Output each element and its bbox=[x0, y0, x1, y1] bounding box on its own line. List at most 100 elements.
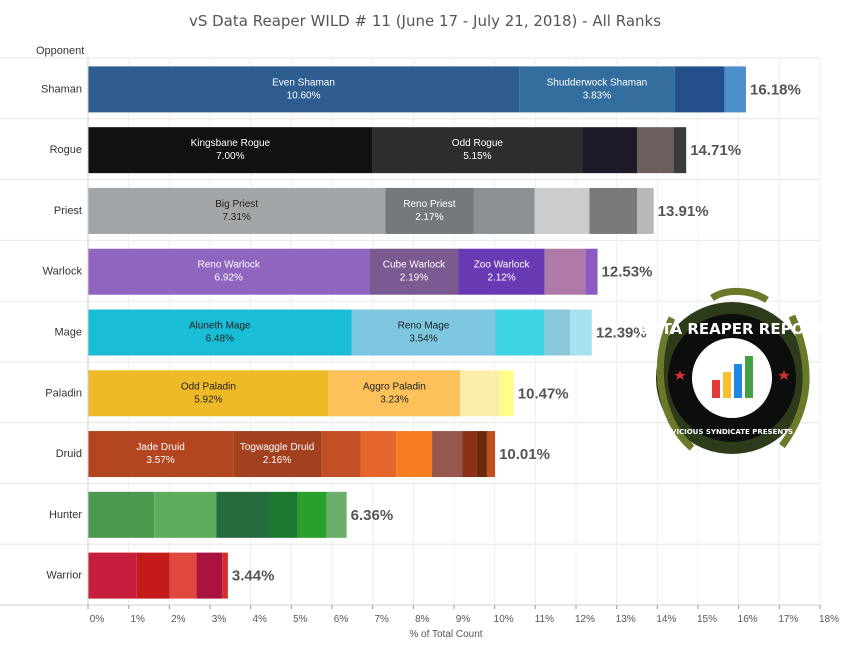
bar-segment bbox=[88, 552, 137, 599]
segment-value-label: 3.54% bbox=[409, 334, 437, 345]
segment-value-label: 5.15% bbox=[463, 151, 491, 162]
total-value-label: 16.18% bbox=[750, 81, 801, 98]
logo-star-right-icon bbox=[778, 370, 790, 380]
bar-segment bbox=[495, 309, 545, 356]
x-tick-label: 17% bbox=[778, 614, 798, 625]
total-value-label: 6.36% bbox=[351, 507, 394, 524]
category-label: Mage bbox=[54, 327, 82, 339]
category-label: Priest bbox=[54, 205, 82, 217]
logo-vines bbox=[656, 288, 810, 451]
segment-value-label: 3.23% bbox=[380, 394, 408, 405]
bar-segment bbox=[476, 431, 487, 478]
bar-segment bbox=[136, 552, 170, 599]
segment-value-label: 2.19% bbox=[400, 273, 428, 284]
bar-segment bbox=[88, 431, 234, 478]
bar-segment bbox=[637, 127, 674, 174]
segment-value-label: 6.92% bbox=[215, 273, 243, 284]
category-label: Rogue bbox=[50, 144, 82, 156]
segment-value-label: 6.48% bbox=[206, 334, 234, 345]
total-value-label: 13.91% bbox=[658, 203, 709, 220]
x-tick-label: 13% bbox=[616, 614, 636, 625]
x-axis-title: % of Total Count bbox=[409, 629, 482, 640]
bar-segment bbox=[88, 66, 520, 113]
x-tick-label: 6% bbox=[334, 614, 349, 625]
segment-name-label: Kingsbane Rogue bbox=[191, 138, 271, 149]
bar-segment bbox=[589, 187, 637, 234]
segment-name-label: Reno Mage bbox=[398, 321, 450, 332]
bar-segment bbox=[196, 552, 223, 599]
segment-name-label: Odd Rogue bbox=[452, 138, 504, 149]
segment-name-label: Big Priest bbox=[215, 199, 258, 210]
category-label: Warlock bbox=[43, 266, 83, 278]
bar-segment bbox=[328, 370, 461, 417]
bar-segment bbox=[499, 370, 514, 417]
category-label: Hunter bbox=[49, 509, 82, 521]
bar-segment bbox=[88, 370, 329, 417]
x-tick-label: 5% bbox=[293, 614, 308, 625]
bar-segment bbox=[519, 66, 675, 113]
bar-segment bbox=[88, 491, 155, 538]
x-tick-label: 9% bbox=[456, 614, 471, 625]
bar-segment bbox=[216, 491, 269, 538]
bar-segment bbox=[351, 309, 496, 356]
segment-name-label: Even Shaman bbox=[272, 77, 335, 88]
x-tick-label: 7% bbox=[374, 614, 389, 625]
bar-segment bbox=[473, 187, 535, 234]
x-tick-label: 3% bbox=[212, 614, 227, 625]
bar-segment bbox=[88, 127, 373, 174]
logo-star-left-icon bbox=[674, 370, 686, 380]
bar-segment bbox=[544, 309, 571, 356]
bar-segment bbox=[88, 309, 352, 356]
segment-name-label: Togwaggle Druid bbox=[240, 442, 315, 453]
x-tick-label: 8% bbox=[415, 614, 430, 625]
segment-value-label: 7.31% bbox=[222, 212, 250, 223]
x-tick-label: 14% bbox=[656, 614, 676, 625]
segment-name-label: Shudderwock Shaman bbox=[547, 77, 648, 88]
bar-segment bbox=[460, 370, 500, 417]
bar-segment bbox=[534, 187, 590, 234]
segment-value-label: 5.92% bbox=[194, 394, 222, 405]
total-value-label: 10.01% bbox=[499, 446, 550, 463]
bar-segment bbox=[268, 491, 298, 538]
x-tick-label: 11% bbox=[535, 614, 554, 625]
bar-segment bbox=[458, 248, 545, 295]
bar-segment bbox=[462, 431, 477, 478]
bar-segment bbox=[369, 248, 459, 295]
segment-name-label: Zoo Warlock bbox=[474, 260, 531, 271]
bar-segment bbox=[88, 248, 370, 295]
logo-subtitle: VICIOUS SYNDICATE PRESENTS bbox=[671, 428, 793, 436]
bar-segment bbox=[233, 431, 322, 478]
bar-segment bbox=[486, 431, 496, 478]
segment-value-label: 2.12% bbox=[487, 273, 515, 284]
category-label: Druid bbox=[56, 448, 82, 460]
segment-name-label: Cube Warlock bbox=[383, 260, 446, 271]
bar-segment bbox=[724, 66, 746, 113]
total-value-label: 12.39% bbox=[596, 325, 647, 342]
bar-segment bbox=[674, 66, 725, 113]
total-value-label: 10.47% bbox=[518, 385, 569, 402]
x-tick-label: 4% bbox=[252, 614, 267, 625]
bar-segment bbox=[637, 187, 654, 234]
x-tick-label: 12% bbox=[575, 614, 595, 625]
x-tick-label: 0% bbox=[90, 614, 105, 625]
bar-segment bbox=[222, 552, 228, 599]
bar-segment bbox=[297, 491, 327, 538]
segment-value-label: 3.57% bbox=[146, 455, 174, 466]
bar-segment bbox=[570, 309, 592, 356]
total-value-label: 14.71% bbox=[690, 142, 741, 159]
bar-segment bbox=[360, 431, 397, 478]
category-label: Shaman bbox=[41, 83, 82, 95]
bar-segment bbox=[673, 127, 687, 174]
segment-value-label: 7.00% bbox=[216, 151, 244, 162]
segment-value-label: 2.17% bbox=[415, 212, 443, 223]
logo-inner-disc bbox=[692, 338, 772, 418]
segment-name-label: Aggro Paladin bbox=[363, 381, 426, 392]
segment-name-label: Reno Priest bbox=[403, 199, 455, 210]
logo-title: DATA REAPER REPORT bbox=[639, 320, 827, 338]
data-reaper-logo: DATA REAPER REPORT VICIOUS SYNDICATE PRE… bbox=[639, 288, 827, 454]
segment-value-label: 10.60% bbox=[287, 90, 321, 101]
bar-segment bbox=[88, 187, 386, 234]
bar-segment bbox=[169, 552, 197, 599]
bar-segment bbox=[385, 187, 474, 234]
